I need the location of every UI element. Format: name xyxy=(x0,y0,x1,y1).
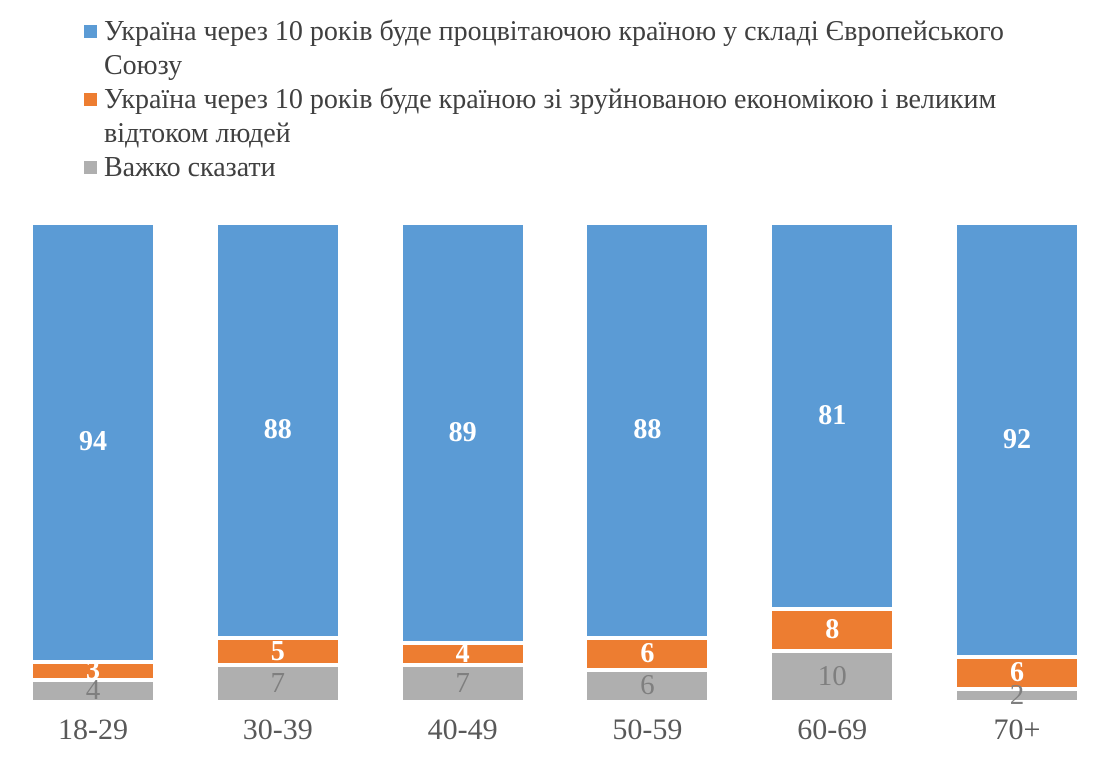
bar-segment: 81 xyxy=(772,225,893,608)
bar-plot: 94 3 4 88 5 7 89 4 7 88 6 6 81 8 10 92 6 2 xyxy=(0,225,1104,709)
category-label: 70+ xyxy=(993,713,1041,746)
bar-segment: 6 xyxy=(956,654,1077,688)
category-axis: 18-29 30-39 40-49 50-59 60-69 70+ xyxy=(0,713,1104,747)
segment-value-label: 10 xyxy=(817,659,847,692)
segment-value-label: 81 xyxy=(818,400,847,432)
bar-segment: 4 xyxy=(402,639,523,667)
segment-value-label: 88 xyxy=(633,414,662,446)
legend-item: Важко сказати xyxy=(84,151,1084,185)
bar-70+: 92 6 2 xyxy=(956,225,1077,709)
bar-segment: 3 xyxy=(33,656,153,684)
segment-value-label: 2 xyxy=(1009,678,1025,711)
legend-item: Україна через 10 років буде країною зі з… xyxy=(84,83,1084,151)
bar-segment: 89 xyxy=(402,225,523,641)
category-label: 60-69 xyxy=(797,713,868,746)
bar-segment: 8 xyxy=(772,607,893,649)
segment-value-label: 5 xyxy=(270,635,285,667)
bar-segment: 88 xyxy=(587,225,708,636)
segment-value-label: 7 xyxy=(455,667,470,700)
bar-segment: 88 xyxy=(217,225,338,636)
bar-segment: 6 xyxy=(587,635,708,669)
bar-segment: 4 xyxy=(33,676,153,705)
segment-value-label: 94 xyxy=(79,426,107,458)
segment-value-label: 7 xyxy=(270,667,286,700)
segment-value-label: 4 xyxy=(85,674,101,707)
category-label: 18-29 xyxy=(58,713,128,746)
legend-marker-icon xyxy=(84,93,97,106)
segment-value-label: 89 xyxy=(448,416,477,448)
bar-segment: 6 xyxy=(587,667,708,702)
segment-value-label: 88 xyxy=(263,414,292,446)
bar-segment: 94 xyxy=(33,225,153,660)
bar-segment: 92 xyxy=(956,225,1077,655)
legend-marker-icon xyxy=(84,25,97,38)
bar-18-29: 94 3 4 xyxy=(33,225,153,705)
segment-value-label: 6 xyxy=(640,637,655,669)
legend-marker-icon xyxy=(84,161,97,174)
category-label: 30-39 xyxy=(242,713,313,746)
bar-60-69: 81 8 10 xyxy=(772,225,893,700)
legend-label: Важко сказати xyxy=(104,152,276,183)
segment-value-label: 6 xyxy=(640,669,655,702)
legend-item: Україна через 10 років буде процвітаючою… xyxy=(84,15,1084,83)
legend-label: Україна через 10 років буде країною зі з… xyxy=(104,84,997,149)
category-label: 40-49 xyxy=(427,713,498,746)
bar-segment: 7 xyxy=(402,663,523,700)
legend-label: Україна через 10 років буде процвітаючою… xyxy=(104,16,1004,81)
bar-segment: 5 xyxy=(217,635,338,667)
segment-value-label: 6 xyxy=(1009,656,1024,688)
bar-segment: 2 xyxy=(956,680,1077,709)
bar-50-59: 88 6 6 xyxy=(587,225,708,702)
bar-40-49: 89 4 7 xyxy=(402,225,523,700)
segment-value-label: 8 xyxy=(825,613,840,645)
chart-legend: Україна через 10 років буде процвітаючою… xyxy=(0,0,1104,185)
category-label: 50-59 xyxy=(612,713,683,746)
bar-segment: 7 xyxy=(217,663,338,700)
bar-30-39: 88 5 7 xyxy=(217,225,338,700)
segment-value-label: 4 xyxy=(455,637,470,669)
segment-value-label: 3 xyxy=(86,654,100,686)
segment-value-label: 92 xyxy=(1002,423,1031,455)
bar-segment: 10 xyxy=(772,648,893,700)
